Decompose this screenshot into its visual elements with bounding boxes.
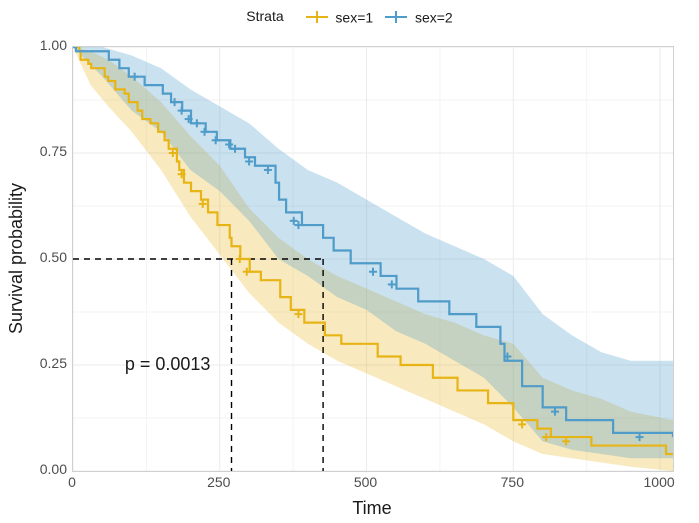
plot-panel [72, 46, 674, 472]
legend-label-sex1: sex=1 [335, 9, 373, 25]
legend: Strata sex=1 sex=2 [0, 8, 699, 25]
x-tick-label: 1000 [629, 474, 689, 490]
y-tick-label: 1.00 [17, 37, 67, 53]
x-tick-label: 250 [189, 474, 249, 490]
legend-title: Strata [246, 8, 283, 24]
legend-swatch-sex1 [306, 10, 328, 24]
x-tick-label: 750 [482, 474, 542, 490]
y-tick-label: 0.25 [17, 355, 67, 371]
x-tick-label: 0 [42, 474, 102, 490]
x-tick-label: 500 [336, 474, 396, 490]
p-value-annotation: p = 0.0013 [125, 354, 211, 375]
y-tick-label: 0.50 [17, 249, 67, 265]
x-axis-title: Time [72, 498, 672, 519]
plot-svg [73, 47, 673, 471]
y-tick-label: 0.75 [17, 143, 67, 159]
legend-label-sex2: sex=2 [415, 9, 453, 25]
legend-swatch-sex2 [385, 10, 407, 24]
